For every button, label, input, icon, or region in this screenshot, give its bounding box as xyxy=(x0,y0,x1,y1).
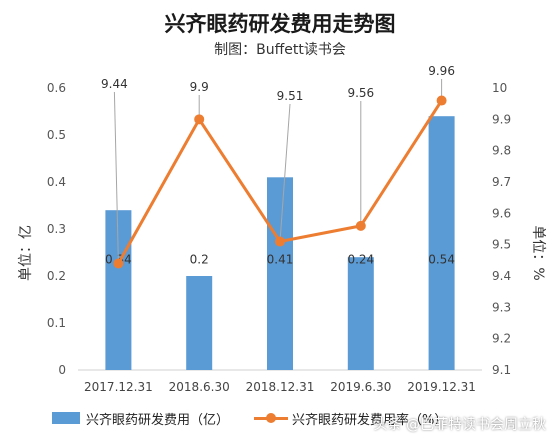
bar xyxy=(347,257,374,370)
watermark: 头条 @巴菲特读书会周立秋 xyxy=(373,417,546,433)
y-right-tick-label: 9.7 xyxy=(492,175,511,189)
y-right-tick-label: 9.9 xyxy=(492,112,511,126)
y-right-tick-label: 9.3 xyxy=(492,300,511,314)
legend-line-swatch xyxy=(254,412,288,424)
y-left-axis-label: 单位：亿 xyxy=(18,225,34,281)
rate-data-label: 9.51 xyxy=(277,89,304,103)
legend-bar: 兴齐眼药研发费用（亿） xyxy=(52,407,229,429)
y-left-tick-label: 0 xyxy=(58,363,66,377)
chart-subtitle: 制图：Buffett读书会 xyxy=(214,42,346,58)
x-tick-label: 2018.12.31 xyxy=(246,380,315,394)
legend-bar-swatch xyxy=(52,412,80,424)
rate-data-label: 9.96 xyxy=(428,64,455,78)
legend-line: 兴齐眼药研发费用率（%） xyxy=(254,407,447,429)
x-tick-label: 2019.12.31 xyxy=(407,380,476,394)
y-right-tick-label: 9.2 xyxy=(492,332,511,346)
rate-point xyxy=(355,220,366,231)
chart-title: 兴齐眼药研发费用走势图 xyxy=(164,12,396,36)
y-left-tick-label: 0.4 xyxy=(47,175,66,189)
y-right-tick-label: 9.5 xyxy=(492,238,511,252)
y-right-tick-label: 9.6 xyxy=(492,206,511,220)
legend-bar-label: 兴齐眼药研发费用（亿） xyxy=(86,412,230,428)
bar xyxy=(267,177,293,370)
bar-data-label: 0.54 xyxy=(428,253,455,267)
y-left-tick-label: 0.3 xyxy=(47,222,66,236)
rate-point xyxy=(275,236,285,247)
y-right-axis-label: 单位：% xyxy=(530,225,546,280)
rate-data-label: 9.56 xyxy=(347,86,374,100)
bar xyxy=(186,276,213,370)
bar xyxy=(428,116,455,370)
y-right-tick-label: 9.4 xyxy=(492,269,511,283)
rate-point xyxy=(436,95,447,106)
data-label-leader xyxy=(279,103,291,242)
y-left-tick-label: 0.6 xyxy=(47,81,66,95)
y-left-tick-label: 0.5 xyxy=(47,128,66,142)
bar-data-label: 0.2 xyxy=(190,253,209,267)
rate-data-label: 9.9 xyxy=(190,80,209,94)
rate-point xyxy=(113,258,124,269)
y-left-tick-label: 0.1 xyxy=(47,316,66,330)
bar-data-label: 0.41 xyxy=(267,253,294,267)
bar-data-label: 0.24 xyxy=(347,253,374,267)
rate-point xyxy=(194,114,205,125)
x-tick-label: 2018.6.30 xyxy=(169,380,230,394)
bar xyxy=(105,210,132,370)
x-tick-label: 2017.12.31 xyxy=(84,380,153,394)
y-left-tick-label: 0.2 xyxy=(47,269,66,283)
y-right-tick-label: 9.8 xyxy=(492,144,511,158)
x-tick-label: 2019.6.30 xyxy=(330,380,391,394)
data-label-leader xyxy=(113,91,119,264)
rate-data-label: 9.44 xyxy=(101,77,128,91)
y-right-tick-label: 9.1 xyxy=(492,363,511,377)
legend-line-label: 兴齐眼药研发费用率（%） xyxy=(292,412,448,428)
y-right-tick-label: 10 xyxy=(492,81,507,95)
